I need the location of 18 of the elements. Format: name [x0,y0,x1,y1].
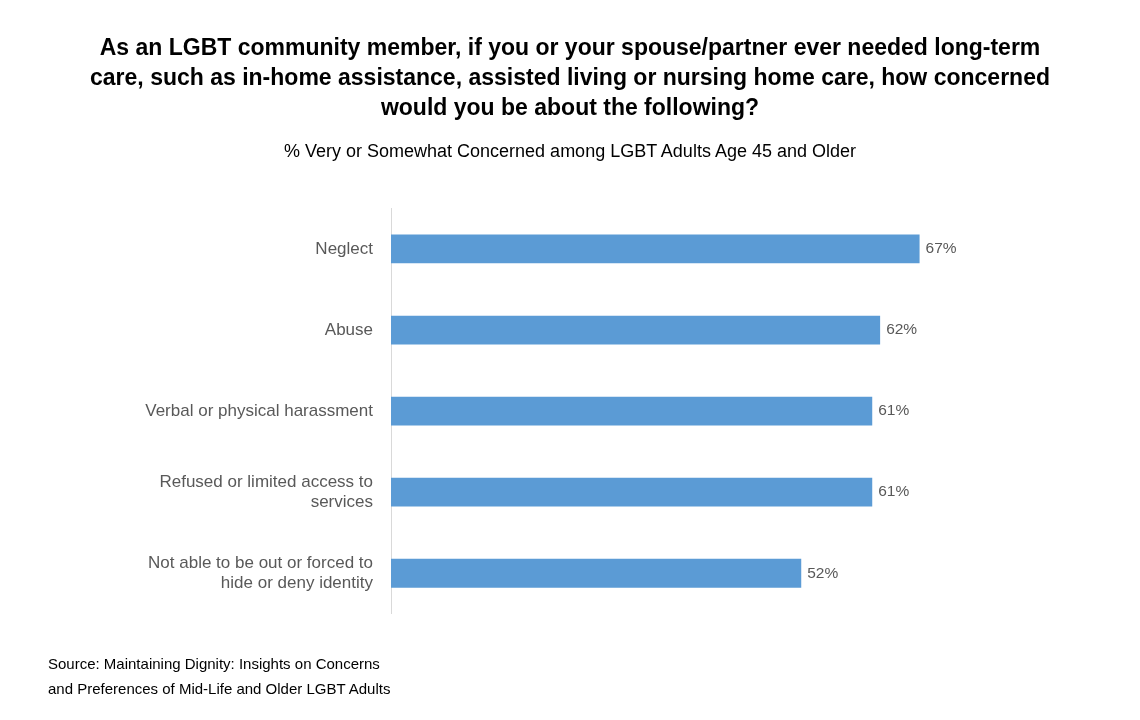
bar [391,315,881,345]
y-tick-label: Not able to be out or forced to hide or deny identity [148,552,374,593]
y-tick-label: Verbal or physical harassment [145,400,374,420]
bar [391,558,802,588]
data-label: 61% [878,482,910,500]
y-tick-label: Neglect [315,238,374,258]
data-label: 61% [878,401,910,419]
data-label: 62% [886,320,918,338]
chart-title: As an LGBT community member, if you or your spouse/partner ever needed long-term care, such as in-home assistance, assisted living or nursing home care, how concerned would you be about the following? [89,33,1051,122]
bar [391,477,873,507]
y-tick-label: Refused or limited access to services [159,471,373,512]
bar [391,234,920,264]
chart-subtitle: % Very or Somewhat Concerned among LGBT Adults Age 45 and Older [283,140,857,163]
y-tick-label: Abuse [324,319,373,339]
bar [391,396,873,426]
data-label: 67% [925,239,957,257]
source-note: Source: Maintaining Dignity: Insights on Concerns and Preferences of Mid-Life and Older LGBT Adults [48,654,392,699]
data-label: 52% [807,563,839,581]
